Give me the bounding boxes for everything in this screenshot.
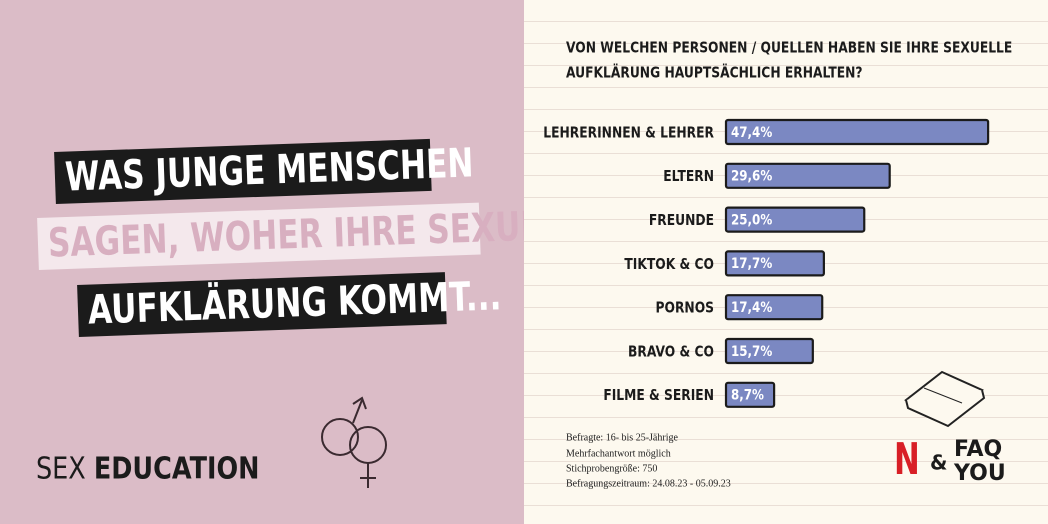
value-label: 15,7%: [731, 344, 772, 360]
bar: [724, 206, 866, 233]
logo: SEX EDUCATION: [36, 451, 259, 487]
note: Befragungszeitraum: 24.08.23 - 05.09.23: [566, 478, 731, 489]
headline-line: SAGEN, WOHER IHRE SEXUELLE: [47, 201, 604, 267]
bar: [724, 118, 990, 146]
chart: VON WELCHEN PERSONEN / QUELLEN HABEN SIE…: [543, 39, 1012, 489]
note: Mehrfachantwort möglich: [566, 448, 671, 459]
headline-box: AUFKLÄRUNG KOMMT...: [77, 272, 502, 337]
brand-amp: &: [930, 451, 947, 475]
bar: [724, 250, 825, 277]
chart-title: AUFKLÄRUNG HAUPTSÄCHLICH ERHALTEN?: [566, 63, 863, 82]
gender-icon: [321, 396, 387, 488]
bar: [724, 162, 891, 189]
value-label: 17,4%: [731, 300, 772, 316]
value-label: 17,7%: [731, 256, 772, 272]
bar: [724, 294, 824, 321]
headline-line: WAS JUNGE MENSCHEN: [64, 140, 475, 201]
value-label: 47,4%: [731, 125, 772, 141]
headline-box: WAS JUNGE MENSCHEN: [54, 138, 474, 204]
category-label: LEHRERINNEN & LEHRER: [543, 124, 714, 141]
book-icon: [904, 370, 986, 428]
bar: [724, 381, 776, 408]
logo-word: SEX: [36, 451, 86, 487]
bar: [724, 337, 814, 365]
category-label: FILME & SERIEN: [603, 387, 714, 404]
right-panel: VON WELCHEN PERSONEN / QUELLEN HABEN SIE…: [524, 0, 1048, 524]
headline-box: SAGEN, WOHER IHRE SEXUELLE: [37, 201, 604, 270]
brand-text: YOU: [953, 461, 1006, 486]
brand-text: FAQ: [954, 437, 1002, 462]
chart-title: VON WELCHEN PERSONEN / QUELLEN HABEN SIE…: [566, 39, 1012, 56]
category-label: ELTERN: [663, 168, 714, 185]
value-label: 8,7%: [731, 388, 764, 404]
value-label: 25,0%: [731, 213, 772, 229]
left-panel: WAS JUNGE MENSCHEN SAGEN, WOHER IHRE SEX…: [0, 0, 604, 524]
category-label: BRAVO & CO: [628, 343, 714, 360]
category-label: PORNOS: [656, 299, 714, 316]
brand-n: N: [894, 434, 920, 485]
note: Befragte: 16- bis 25-Jährige: [566, 432, 678, 443]
value-label: 29,6%: [731, 169, 772, 185]
logo-word: EDUCATION: [94, 451, 260, 487]
headline-line: AUFKLÄRUNG KOMMT...: [87, 273, 503, 334]
category-label: TIKTOK & CO: [624, 256, 714, 273]
note: Stichprobengröße: 750: [566, 463, 657, 474]
category-label: FREUNDE: [649, 212, 714, 229]
